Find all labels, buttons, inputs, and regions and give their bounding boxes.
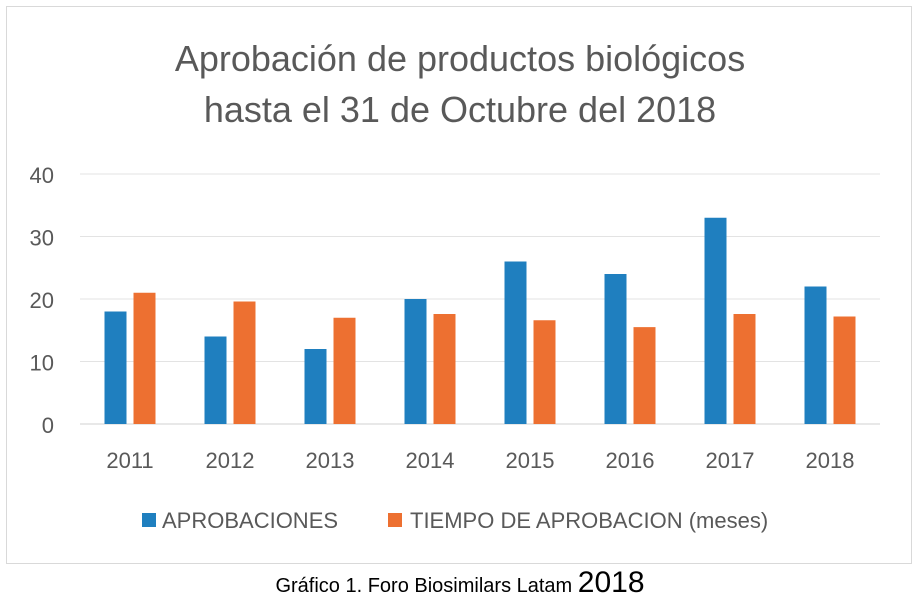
figure-caption: Gráfico 1. Foro Biosimilars Latam 2018 [0, 566, 920, 600]
x-tick-label: 2011 [106, 448, 153, 473]
y-tick-label: 0 [42, 413, 54, 438]
bar-aprobaciones-2013 [304, 349, 327, 424]
bar-aprobaciones-2016 [604, 274, 627, 424]
y-tick-label: 30 [30, 226, 54, 251]
caption-year: 2018 [577, 566, 645, 599]
bar-aprobaciones-2014 [404, 299, 427, 424]
y-tick-label: 40 [30, 163, 54, 188]
x-tick-label: 2013 [306, 448, 355, 473]
x-axis: 2011 2012 2013 2014 2015 2016 2017 2018 [106, 448, 854, 473]
bar-tiempo-2018 [833, 316, 856, 424]
legend-swatch-tiempo [388, 513, 402, 527]
legend-swatch-aprobaciones [142, 513, 156, 527]
x-tick-label: 2016 [606, 448, 655, 473]
y-tick-label: 20 [30, 288, 54, 313]
chart-canvas: Aprobación de productos biológicos hasta… [30, 38, 880, 533]
chart-frame [6, 6, 912, 564]
bars [104, 217, 856, 424]
bar-tiempo-2016 [633, 327, 656, 424]
caption-text: Gráfico 1. Foro Biosimilars Latam [275, 575, 578, 597]
chart-title-line-1: Aprobación de productos biológicos [175, 38, 745, 79]
bar-aprobaciones-2018 [804, 286, 827, 424]
x-tick-label: 2018 [806, 448, 855, 473]
bar-aprobaciones-2012 [204, 336, 227, 424]
y-axis: 0 10 20 30 40 [30, 163, 54, 438]
legend-label-aprobaciones: APROBACIONES [162, 508, 338, 533]
bar-tiempo-2011 [133, 292, 156, 424]
gridlines [80, 173, 880, 425]
y-tick-label: 10 [30, 351, 54, 376]
bar-tiempo-2017 [733, 314, 756, 424]
bar-tiempo-2015 [533, 320, 556, 424]
x-tick-label: 2014 [406, 448, 455, 473]
bar-aprobaciones-2015 [504, 261, 527, 424]
legend: APROBACIONES TIEMPO DE APROBACION (meses) [142, 508, 768, 533]
bar-tiempo-2014 [433, 314, 456, 424]
legend-label-tiempo: TIEMPO DE APROBACION (meses) [410, 508, 768, 533]
bar-aprobaciones-2011 [104, 311, 127, 424]
chart-title-line-2: hasta el 31 de Octubre del 2018 [204, 89, 716, 130]
x-tick-label: 2017 [706, 448, 755, 473]
x-tick-label: 2015 [506, 448, 555, 473]
bar-tiempo-2013 [333, 317, 356, 424]
x-tick-label: 2012 [206, 448, 255, 473]
chart-title: Aprobación de productos biológicos hasta… [175, 38, 745, 130]
bar-aprobaciones-2017 [704, 217, 727, 424]
bar-tiempo-2012 [233, 301, 256, 424]
